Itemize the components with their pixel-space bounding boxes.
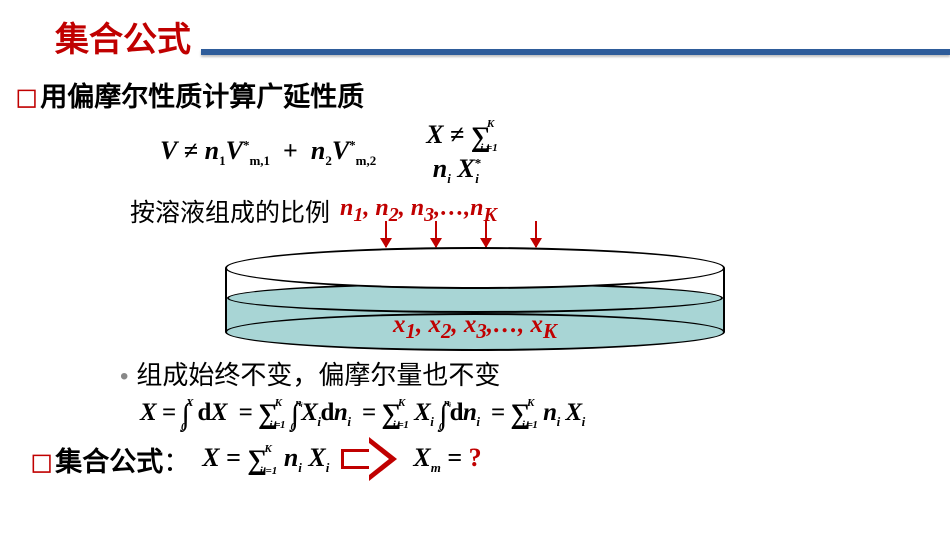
section-2: ◻集合公式： xyxy=(30,440,190,479)
eq-extensive: X ≠ ∑Ki =1 ni X*i xyxy=(426,118,557,187)
bullet-square-icon: ◻ xyxy=(15,81,38,112)
arrow-down-icon xyxy=(435,221,437,247)
eq-volume: V ≠ n1V*m,1 + n2V*m,2 xyxy=(160,136,376,169)
bottom-row: ◻集合公式： X = ∑Ki =1 ni Xi Xm = ? xyxy=(0,439,950,479)
dish-rim xyxy=(225,247,725,289)
title-row: 集合公式 xyxy=(0,0,950,61)
eq-aggregate: X = ∑Ki =1 ni Xi xyxy=(202,442,329,477)
arrow-down-icon xyxy=(485,221,487,247)
big-arrow-icon xyxy=(341,439,401,479)
bullet-constant: •组成始终不变，偏摩尔量也不变 xyxy=(0,355,950,392)
x-variables: x1, x2, x3,…, xK xyxy=(225,311,725,344)
title-underline xyxy=(201,49,950,55)
arrow-down-icon xyxy=(385,221,387,247)
equation-row-1: V ≠ n1V*m,1 + n2V*m,2 X ≠ ∑Ki =1 ni X*i xyxy=(0,118,950,187)
slide-title: 集合公式 xyxy=(55,12,191,61)
section1-text: 用偏摩尔性质计算广延性质 xyxy=(40,82,364,112)
bullet-dot-icon: • xyxy=(120,363,128,390)
integral-equation: X = ∫X0 dX = ∑Ki =1 ∫nᵢ0 Xidni = ∑Ki =1 … xyxy=(0,394,950,433)
section-1: ◻用偏摩尔性质计算广延性质 xyxy=(0,75,950,114)
bullet-square-icon: ◻ xyxy=(30,446,53,477)
eq-molar-question: Xm = ? xyxy=(413,443,481,476)
arrow-down-icon xyxy=(535,221,537,247)
petri-dish-diagram: x1, x2, x3,…, xK xyxy=(225,221,725,351)
